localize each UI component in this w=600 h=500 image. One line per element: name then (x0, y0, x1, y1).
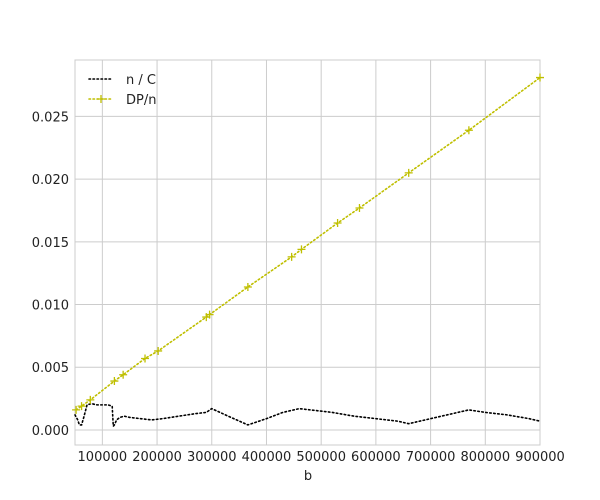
series-2-marker (355, 203, 364, 212)
series-2-marker (205, 310, 214, 319)
y-tick-label: 0.025 (32, 110, 69, 125)
legend: n / C DP/n (88, 73, 156, 108)
x-tick-label: 300000 (187, 450, 237, 465)
legend-label-1: n / C (126, 73, 156, 88)
x-tick-label: 700000 (406, 450, 456, 465)
x-tick-labels: 100000 200000 300000 400000 500000 600000 7000… (78, 450, 565, 465)
series-2-marker (536, 73, 544, 82)
x-tick-label: 400000 (242, 450, 292, 465)
series-2-marker (333, 219, 342, 228)
y-tick-label: 0.005 (32, 361, 69, 376)
y-tick-labels: 0.000 0.005 0.010 0.015 0.020 0.025 (32, 110, 69, 439)
plot-background (75, 60, 540, 445)
series-2-marker (154, 346, 163, 355)
series-2-marker (110, 377, 119, 386)
series-layer (72, 73, 544, 429)
series-2-marker (119, 370, 128, 379)
series-2-marker (243, 282, 252, 291)
y-gridlines (75, 115, 540, 431)
y-tick-label: 0.000 (32, 424, 69, 439)
x-tick-label: 600000 (351, 450, 401, 465)
y-tick-label: 0.015 (32, 236, 69, 251)
series-2-marker (287, 252, 296, 261)
series-2-marker (72, 405, 81, 414)
series-2-marker (404, 168, 413, 177)
plot-frame (74, 59, 541, 446)
x-tick-label: 100000 (78, 450, 128, 465)
series-2-marker (86, 395, 95, 404)
legend-marker (97, 95, 105, 103)
y-tick-label: 0.020 (32, 173, 69, 188)
x-tick-label: 500000 (296, 450, 346, 465)
x-tick-label: 900000 (515, 450, 565, 465)
series-line-1 (74, 402, 541, 429)
series-2-marker (77, 402, 86, 411)
x-axis-label: b (304, 469, 312, 484)
series-2-marker (141, 354, 150, 363)
x-tick-label: 200000 (132, 450, 182, 465)
x-tick-label: 800000 (460, 450, 510, 465)
y-tick-label: 0.010 (32, 299, 69, 314)
legend-label-2: DP/n (126, 93, 156, 108)
series-2-marker (464, 126, 473, 135)
series-2-marker (297, 245, 306, 254)
